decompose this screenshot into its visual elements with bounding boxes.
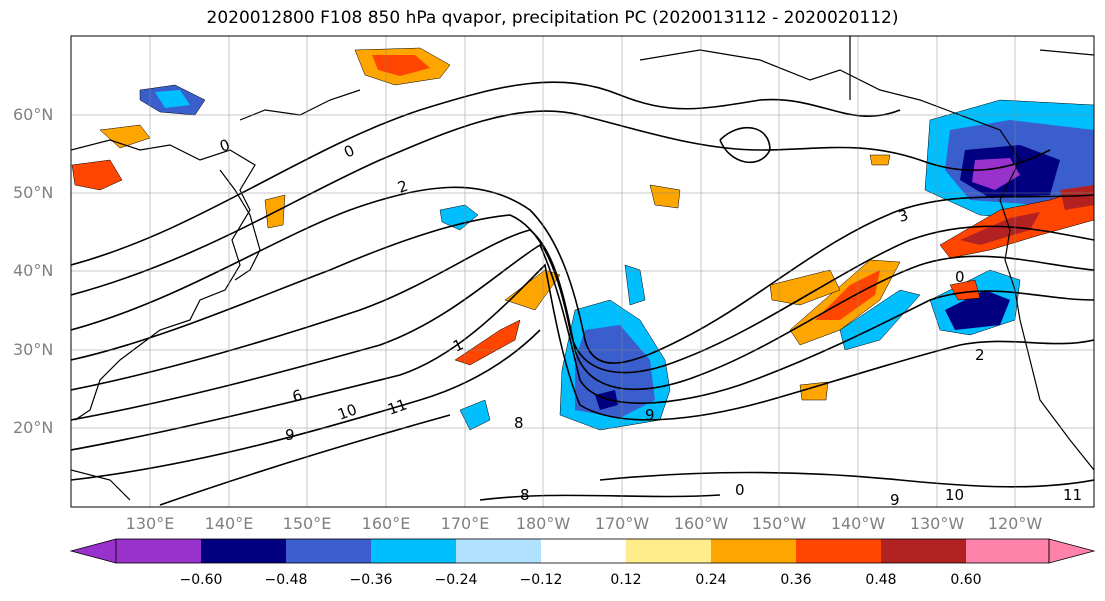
contour-label: 9 [285,426,295,444]
contour-label: 8 [520,486,530,504]
contour-label: 10 [945,486,964,504]
lat-label: 50°N [13,183,54,202]
colorbar-lower-extend [69,538,117,564]
colorbar-tick-label: 0.24 [695,572,727,588]
colorbar-tick-label: −0.12 [519,572,563,588]
contour-label: 0 [735,481,745,499]
colorbar [69,538,1096,564]
colorbar-tick-label: 0.60 [950,572,982,588]
lon-label: 170°W [594,514,650,533]
contour-label: 3 [896,206,910,226]
colorbar-upper-extend [1048,538,1096,564]
colorbar-tick-label: −0.60 [179,572,223,588]
lon-label: 140°E [204,514,254,533]
lat-label: 60°N [13,105,54,124]
contour-label: 2 [975,346,985,364]
colorbar-tick-label: 0.36 [780,572,812,588]
contour-label: 11 [1063,486,1082,504]
colorbar-segment [371,539,456,563]
lon-label: 160°E [361,514,411,533]
lat-label: 20°N [13,418,54,437]
map-frame [70,35,1095,508]
colorbar-segment [966,539,1049,563]
shaded-anomalies [71,47,1094,431]
lon-label: 130°E [125,514,175,533]
contour-label: 9 [890,491,900,509]
lon-label: 170°E [440,514,490,533]
lon-label: 150°E [282,514,332,533]
lon-label: 130°W [909,514,965,533]
colorbar-tick-label: 0.12 [610,572,642,588]
lon-label: 160°W [673,514,729,533]
lon-label: 140°W [830,514,886,533]
colorbar-segment [116,539,201,563]
colorbar-tick-label: −0.36 [349,572,393,588]
colorbar-segment [711,539,796,563]
lon-label: 150°W [751,514,807,533]
contour-label: 6 [290,386,304,406]
colorbar-segment [286,539,371,563]
colorbar-segment [541,539,626,563]
lon-label: 180°W [515,514,571,533]
map-title: 2020012800 F108 850 hPa qvapor, precipit… [206,8,899,28]
colorbar-segment [881,539,966,563]
lat-label: 30°N [13,340,54,359]
lat-label: 40°N [13,261,54,280]
colorbar-segment [626,539,711,563]
lon-label: 120°W [987,514,1043,533]
map-plot-area: 0 0 2 3 0 1 6 10 11 9 8 9 0 2 8 9 10 11 [71,36,1094,509]
contour-label: 8 [514,414,524,432]
contour-label: 9 [645,406,655,424]
colorbar-tick-label: 0.48 [865,572,897,588]
contour-label: 10 [335,400,359,423]
coastlines [71,36,1094,501]
colorbar-segment [201,539,286,563]
grid-lines [71,36,1094,507]
contour-label: 11 [385,395,409,418]
colorbar-tick-label: −0.48 [264,572,308,588]
contour-labels: 0 0 2 3 0 1 6 10 11 9 8 9 0 2 8 9 10 11 [217,136,1082,509]
colorbar-segment [456,539,541,563]
contour-label: 0 [955,268,965,286]
colorbar-segment [796,539,881,563]
colorbar-tick-label: −0.24 [434,572,478,588]
